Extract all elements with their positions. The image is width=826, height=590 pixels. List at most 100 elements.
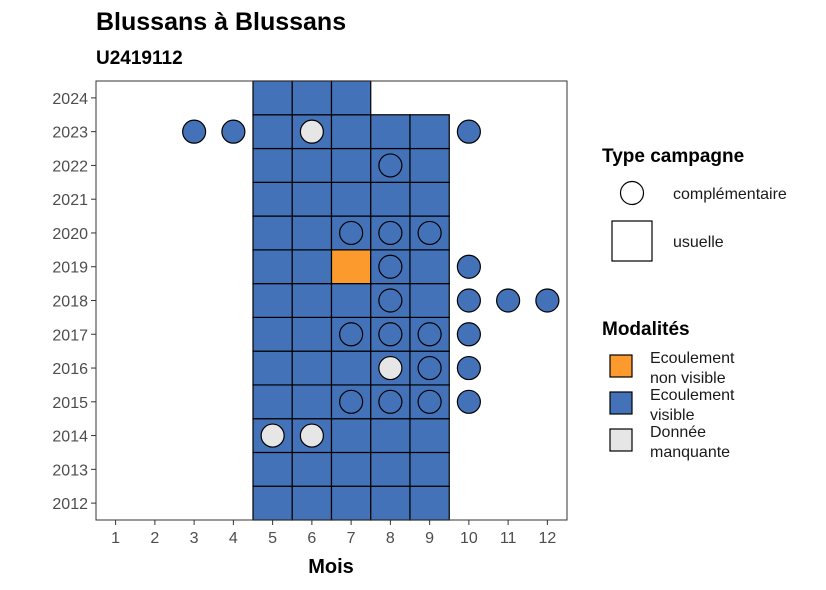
tile-9-2012 [409, 485, 450, 521]
legend-key-fill [609, 391, 633, 415]
legend-shape-title: Type campagne [602, 146, 744, 167]
point-9-2017 [417, 322, 442, 347]
x-tick-label: 5 [268, 530, 277, 547]
tile-9-2014 [409, 418, 450, 454]
y-tick-label: 2015 [52, 395, 88, 412]
tile-5-2016 [252, 350, 293, 386]
y-tick-label: 2022 [52, 158, 88, 175]
tile-5-2012 [252, 485, 293, 521]
tile-8-2023 [370, 114, 411, 150]
x-tick-label: 6 [307, 530, 316, 547]
tile-9-2022 [409, 147, 450, 183]
tile-6-2012 [291, 485, 333, 521]
tile-5-2022 [252, 147, 293, 183]
tile-6-2020 [291, 215, 333, 251]
x-axis-title: Mois [308, 556, 354, 578]
point-7-2017 [339, 322, 364, 347]
tile-7-2023 [330, 114, 372, 150]
x-tick-label: 3 [190, 530, 199, 547]
tile-9-2021 [409, 181, 450, 217]
point-12-2018 [535, 288, 560, 313]
tile-8-2014 [370, 418, 411, 454]
chart-title: Blussans à Blussans [96, 8, 346, 36]
x-tick-label: 2 [150, 530, 159, 547]
y-tick-label: 2023 [52, 125, 88, 142]
point-8-2015 [378, 389, 403, 414]
x-tick-label: 4 [229, 530, 238, 547]
tile-7-2019 [330, 249, 372, 285]
y-tick-label: 2018 [52, 294, 88, 311]
point-8-2020 [378, 220, 403, 246]
x-tick-label: 8 [386, 530, 395, 547]
tile-5-2023 [252, 114, 293, 150]
tile-6-2018 [291, 283, 333, 318]
y-tick-label: 2016 [52, 361, 88, 378]
tile-6-2019 [291, 249, 333, 285]
tile-6-2016 [291, 350, 333, 386]
legend-fill-title: Modalités [602, 319, 690, 340]
point-9-2020 [417, 220, 442, 246]
legend-label-complementaire: complémentaire [673, 186, 787, 203]
tile-9-2023 [409, 114, 450, 150]
y-tick-label: 2013 [52, 462, 88, 479]
point-8-2017 [378, 322, 403, 347]
point-4-2023 [221, 119, 246, 144]
y-tick-label: 2019 [52, 260, 88, 277]
point-7-2015 [339, 389, 364, 414]
point-10-2018 [456, 288, 481, 313]
y-tick-label: 2024 [52, 91, 88, 108]
point-9-2016 [417, 355, 442, 381]
tile-9-2013 [409, 451, 450, 487]
point-8-2019 [378, 254, 403, 279]
tile-7-2021 [330, 181, 372, 217]
y-tick-label: 2021 [52, 192, 88, 209]
point-3-2023 [182, 119, 207, 144]
point-6-2014 [299, 423, 324, 448]
x-tick-label: 12 [538, 530, 556, 547]
point-8-2016 [378, 355, 403, 381]
tile-6-2017 [291, 316, 333, 352]
chart-subtitle: U2419112 [96, 48, 183, 69]
x-tick-label: 9 [425, 530, 434, 547]
point-10-2019 [456, 254, 481, 279]
y-tick-label: 2012 [52, 496, 88, 513]
tile-5-2018 [252, 283, 293, 318]
point-10-2016 [456, 355, 481, 381]
point-5-2014 [260, 423, 285, 448]
tile-6-2024 [291, 80, 333, 116]
point-11-2018 [496, 288, 521, 313]
tile-7-2014 [330, 418, 372, 454]
tile-6-2013 [291, 451, 333, 487]
x-tick-label: 1 [111, 530, 120, 547]
tile-7-2016 [330, 350, 372, 386]
tile-5-2020 [252, 215, 293, 251]
tile-5-2015 [252, 384, 293, 420]
tile-8-2013 [370, 451, 411, 487]
tile-9-2019 [409, 249, 450, 285]
tile-7-2022 [330, 147, 372, 183]
tile-5-2013 [252, 451, 293, 487]
tile-5-2019 [252, 249, 293, 285]
y-tick-label: 2017 [52, 327, 88, 344]
point-10-2017 [456, 322, 481, 347]
point-8-2022 [378, 153, 403, 178]
legend: Type campagne complémentaire usuelle Modali… [602, 146, 787, 461]
point-6-2023 [299, 119, 324, 144]
tile-6-2021 [291, 181, 333, 217]
legend-key-circle [619, 180, 645, 206]
tile-9-2018 [409, 283, 450, 318]
point-8-2018 [378, 288, 403, 313]
y-tick-label: 2020 [52, 226, 88, 243]
tile-6-2015 [291, 384, 333, 420]
legend-label-fill: Donnée manquante [650, 424, 730, 461]
legend-label-fill: Ecoulement non visible [650, 350, 735, 387]
tile-8-2012 [370, 485, 411, 521]
tile-5-2017 [252, 316, 293, 352]
legend-label-fill: Ecoulement visible [650, 387, 735, 424]
legend-key-fill [609, 428, 633, 452]
plot-area: 1 2 3 4 5 6 7 8 9 10 11 122012201320142015201620172… [52, 80, 568, 547]
tile-5-2024 [252, 80, 293, 116]
tile-7-2018 [330, 283, 372, 318]
tile-8-2021 [370, 181, 411, 217]
